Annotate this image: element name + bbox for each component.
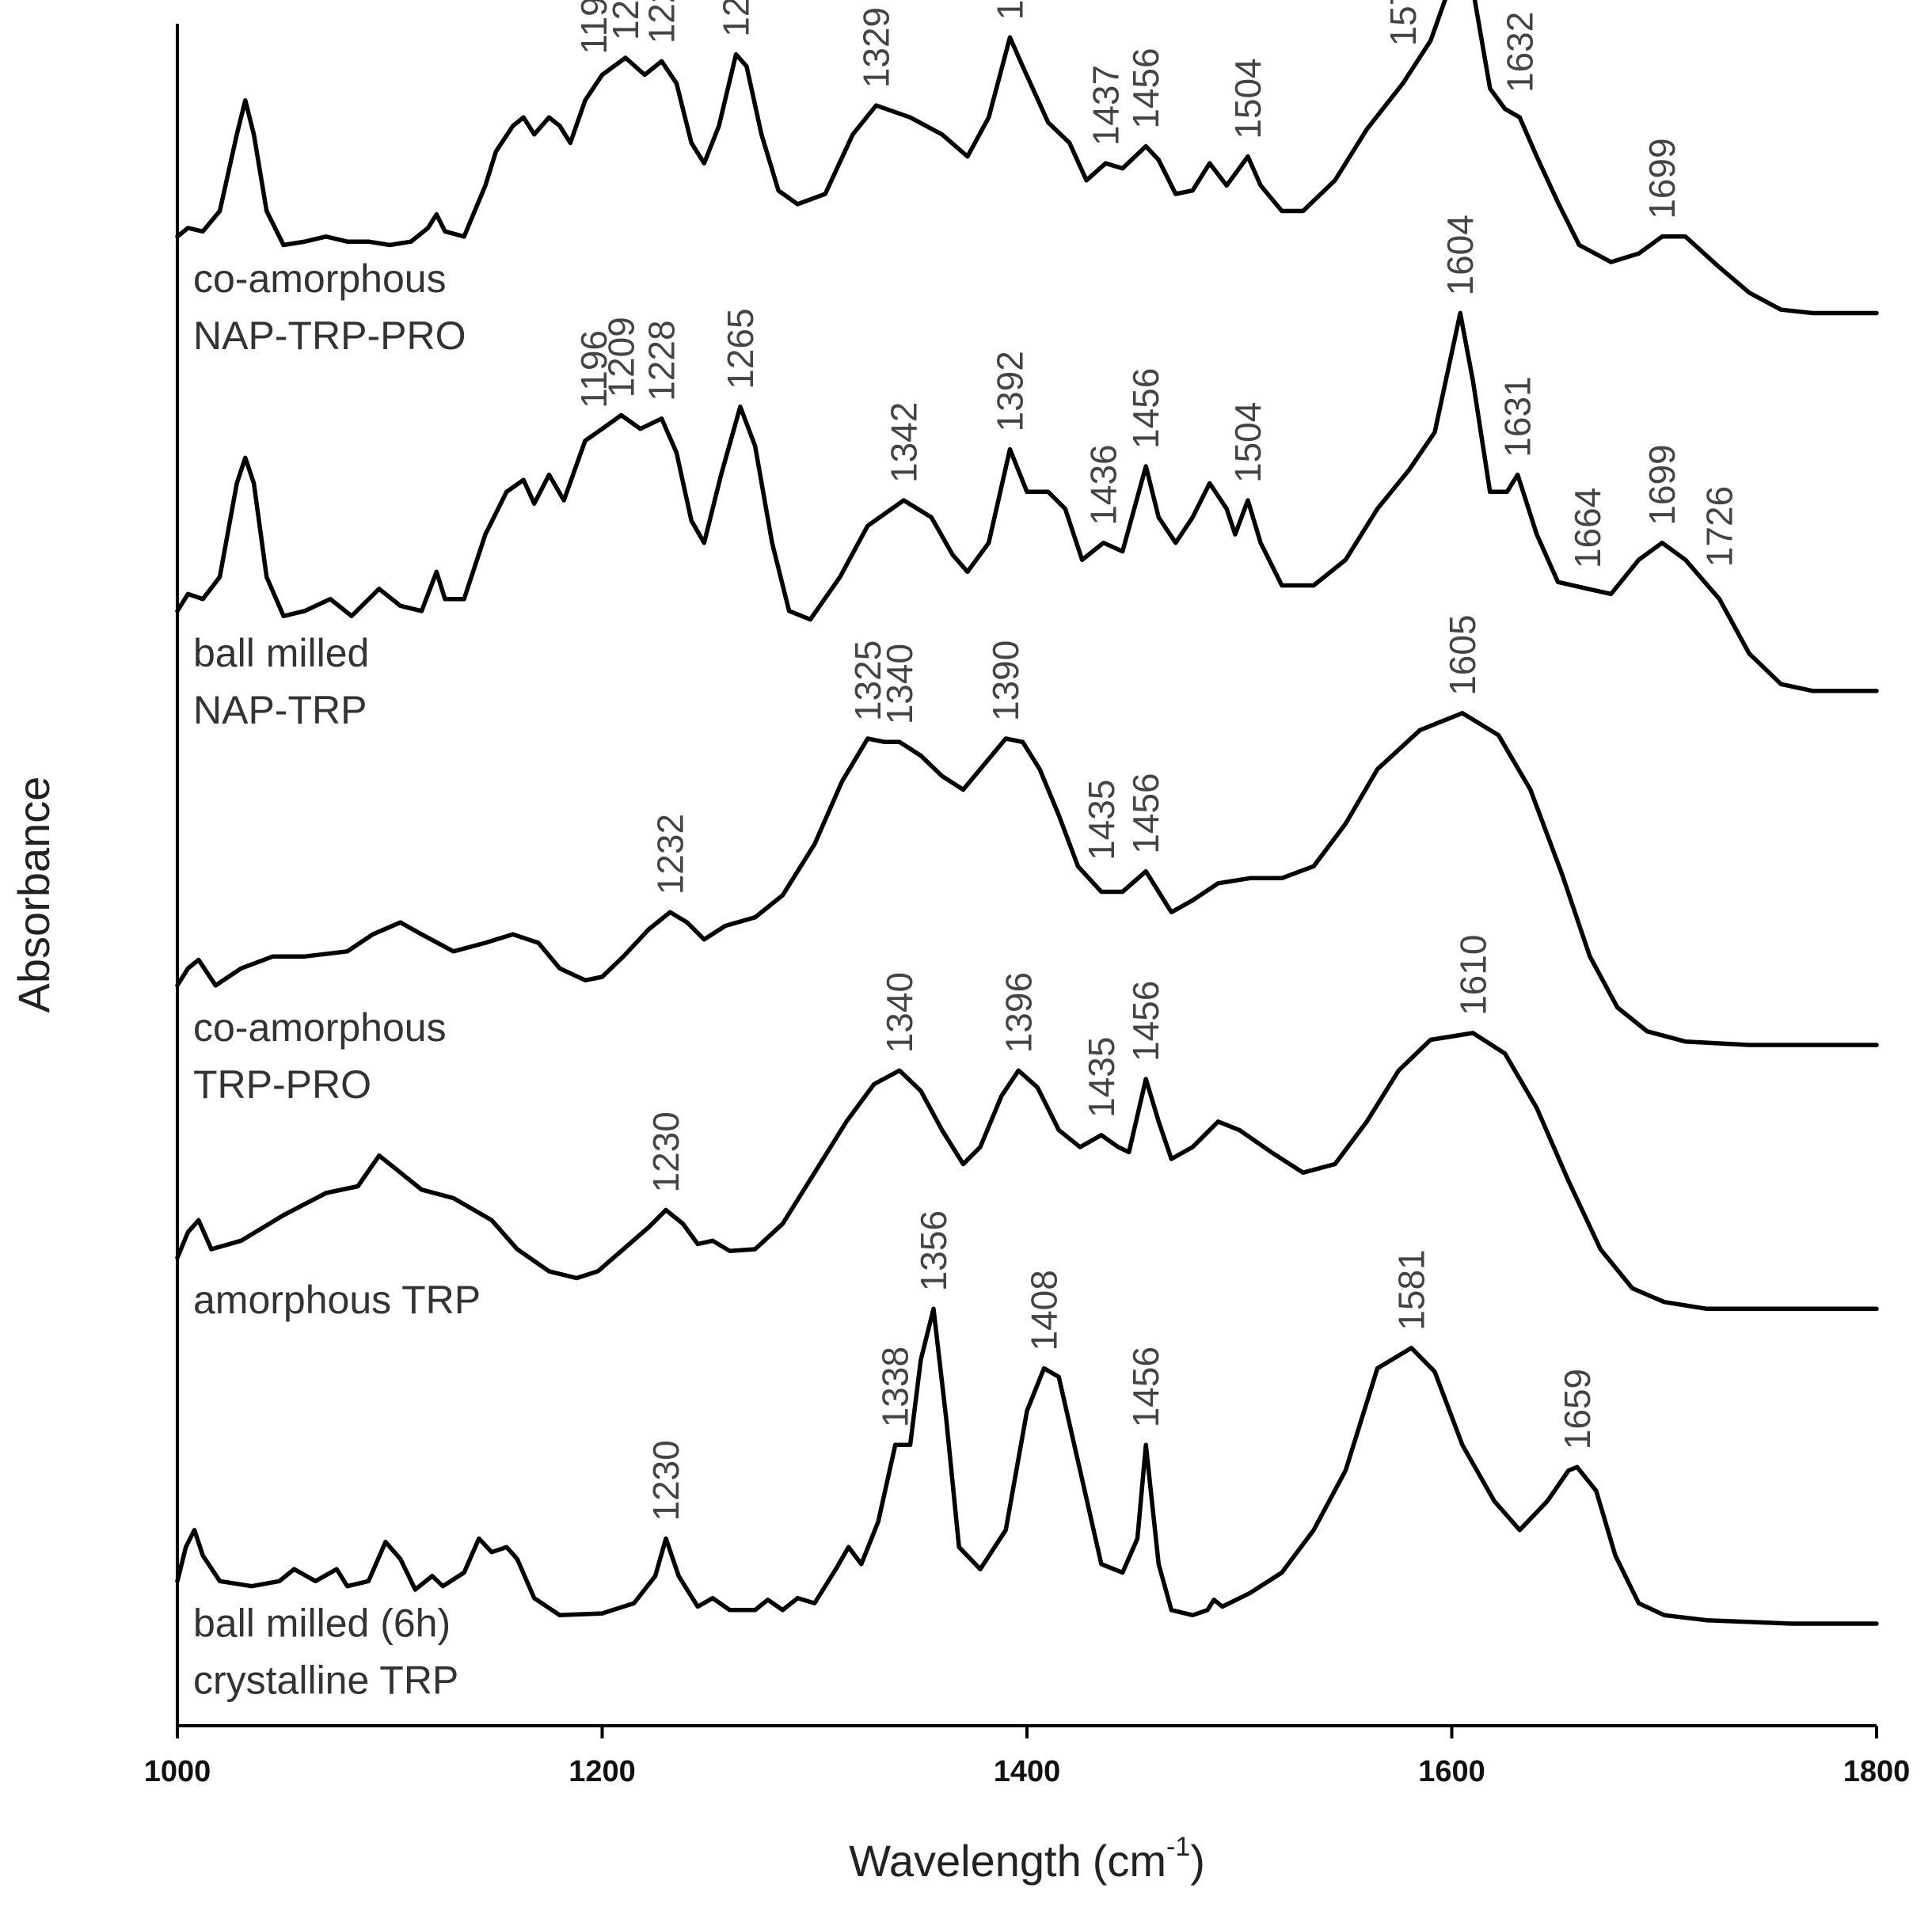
peak-label-0-11: 1632 xyxy=(1499,12,1540,93)
y-axis-title: Absorbance xyxy=(9,777,59,1013)
peak-label-4-3: 1408 xyxy=(1024,1270,1065,1351)
series-line-1 xyxy=(175,310,1879,693)
peak-label-1-11: 1664 xyxy=(1567,488,1608,568)
peak-label-2-6: 1605 xyxy=(1442,614,1483,695)
x-axis-title-text: Wavelength xyxy=(849,1836,1082,1886)
series-label-1-1: NAP-TRP xyxy=(193,688,367,732)
x-axis: 1000 1200 1400 1600 1800 xyxy=(144,1724,1911,1788)
peak-label-1-12: 1699 xyxy=(1641,444,1683,525)
series-label-3-0: amorphous TRP xyxy=(193,1278,481,1322)
x-axis-title-unit: (cm xyxy=(1093,1836,1166,1886)
peak-label-1-2: 1228 xyxy=(641,320,683,401)
x-tick-label-1600: 1600 xyxy=(1418,1755,1485,1788)
peak-label-0-4: 1329 xyxy=(856,7,897,88)
x-tick-label-1200: 1200 xyxy=(569,1755,636,1788)
series-label-1-0: ball milled xyxy=(193,631,369,675)
peak-label-0-12: 1699 xyxy=(1641,138,1683,218)
peak-label-4-4: 1456 xyxy=(1125,1347,1166,1427)
peak-label-3-4: 1456 xyxy=(1125,981,1166,1062)
x-axis-title: Wavelength (cm-1) xyxy=(849,1832,1205,1886)
peak-label-3-3: 1435 xyxy=(1081,1037,1122,1118)
peak-label-1-6: 1436 xyxy=(1083,444,1124,525)
series-label-0-0: co-amorphous xyxy=(193,256,447,301)
peak-label-0-1: 1211 xyxy=(605,0,646,40)
plot-area: co-amorphous NAP-TRP-PRO ball milled NAP-TR… xyxy=(175,0,1879,1702)
peak-label-0-8: 1504 xyxy=(1227,58,1268,139)
peak-label-1-1: 1209 xyxy=(601,317,642,397)
series-line-0 xyxy=(175,0,1879,316)
series-label-0-1: NAP-TRP-PRO xyxy=(193,313,466,358)
peak-label-3-0: 1230 xyxy=(645,1111,686,1192)
peak-label-4-5: 1581 xyxy=(1391,1249,1432,1330)
peak-label-1-13: 1726 xyxy=(1699,486,1740,567)
peak-label-4-6: 1659 xyxy=(1557,1369,1598,1449)
peak-label-2-5: 1456 xyxy=(1125,773,1166,853)
peak-label-1-8: 1504 xyxy=(1227,402,1268,483)
peak-label-2-2: 1340 xyxy=(879,644,920,724)
series-label-2-1: TRP-PRO xyxy=(193,1062,371,1107)
series-line-4 xyxy=(175,1306,1879,1626)
peak-label-1-9: 1604 xyxy=(1439,215,1481,295)
peak-labels-4: 1230 1338 1356 1408 1456 1581 1659 xyxy=(645,1210,1598,1522)
series-line-2 xyxy=(175,711,1879,1047)
peak-label-2-0: 1232 xyxy=(649,814,690,895)
series-0: co-amorphous NAP-TRP-PRO xyxy=(175,0,1879,358)
peak-label-0-3: 1263 xyxy=(716,0,757,37)
peak-label-1-5: 1392 xyxy=(990,351,1031,431)
peak-label-3-5: 1610 xyxy=(1452,935,1493,1016)
series-4: ball milled (6h) crystalline TRP xyxy=(175,1306,1879,1702)
peak-label-0-5: 1392 xyxy=(990,0,1031,20)
x-tick-label-1400: 1400 xyxy=(994,1755,1061,1788)
peak-label-1-7: 1456 xyxy=(1125,368,1166,449)
series-line-3 xyxy=(175,1031,1879,1312)
peak-label-1-3: 1265 xyxy=(720,308,761,389)
peak-label-0-2: 1228 xyxy=(641,0,683,44)
series-label-4-1: crystalline TRP xyxy=(193,1658,458,1702)
peak-label-3-1: 1340 xyxy=(879,972,920,1053)
peak-label-0-7: 1456 xyxy=(1125,47,1166,128)
peak-label-4-0: 1230 xyxy=(645,1440,686,1521)
peak-label-1-4: 1342 xyxy=(883,402,924,483)
peak-label-0-6: 1437 xyxy=(1085,65,1126,146)
peak-label-0-0: 1196 xyxy=(573,0,614,55)
x-axis-title-sup: -1 xyxy=(1166,1832,1190,1862)
series-2: co-amorphous TRP-PRO xyxy=(175,711,1879,1107)
peak-label-4-2: 1356 xyxy=(913,1210,954,1291)
peak-label-4-1: 1338 xyxy=(875,1347,916,1427)
peak-label-1-10: 1631 xyxy=(1497,376,1538,457)
peak-label-3-2: 1396 xyxy=(998,972,1039,1053)
x-tick-label-1000: 1000 xyxy=(144,1755,211,1788)
x-tick-label-1800: 1800 xyxy=(1843,1755,1911,1788)
peak-label-2-3: 1390 xyxy=(985,640,1026,721)
peak-label-1-0: 1196 xyxy=(573,330,614,408)
peak-label-0-9: 1577 xyxy=(1382,0,1424,46)
peak-label-2-1: 1325 xyxy=(847,640,888,721)
peak-label-2-4: 1435 xyxy=(1081,780,1122,861)
series-label-2-0: co-amorphous xyxy=(193,1005,447,1050)
series-3: amorphous TRP xyxy=(175,1031,1879,1322)
series-1: ball milled NAP-TRP xyxy=(175,310,1879,732)
x-axis-title-close: ) xyxy=(1190,1836,1205,1886)
series-label-4-0: ball milled (6h) xyxy=(193,1601,451,1645)
